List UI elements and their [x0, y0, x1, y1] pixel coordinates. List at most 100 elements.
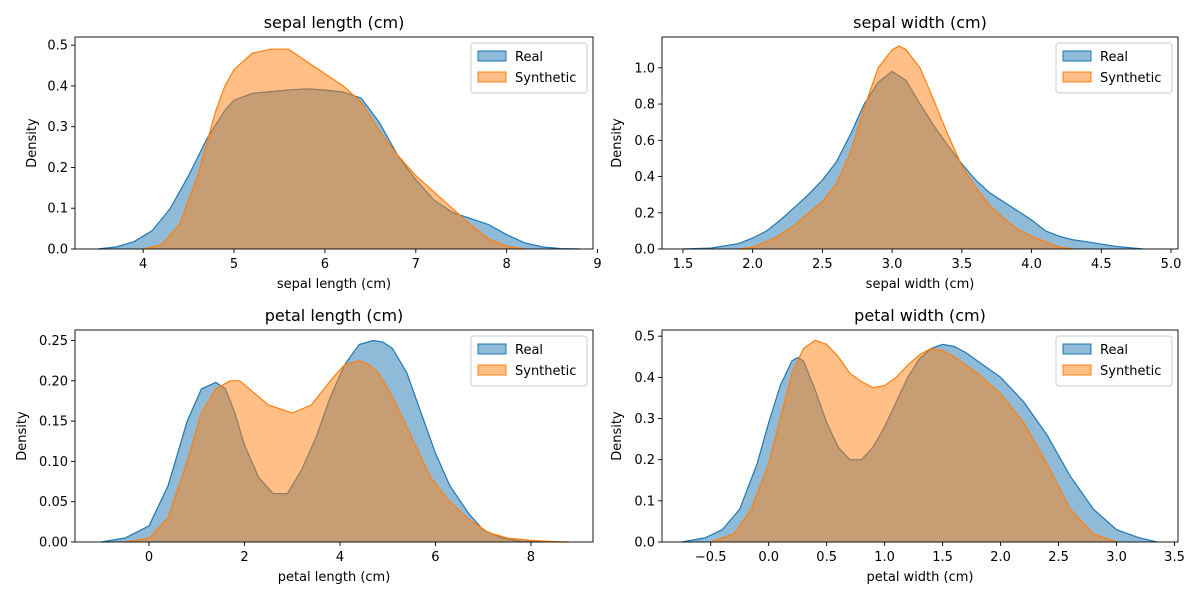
x-tick-label: 3.0 [1106, 550, 1127, 565]
x-tick-label: 6 [431, 550, 439, 565]
x-axis-label: petal width (cm) [867, 570, 974, 585]
y-axis-label: Density [610, 118, 625, 168]
subplot-title: petal width (cm) [854, 306, 986, 325]
density-line-synthetic [143, 48, 525, 250]
y-tick-label: 0.5 [47, 39, 68, 54]
y-axis-label: Density [610, 411, 625, 461]
y-tick-label: 0.4 [634, 170, 655, 185]
x-tick-label: 1.5 [932, 550, 953, 565]
y-tick-label: 0.2 [634, 453, 655, 468]
x-tick-label: 8 [503, 257, 511, 272]
legend: Real Synthetic [1055, 335, 1173, 387]
legend-swatch-synthetic [477, 364, 507, 376]
y-tick-label: 0.5 [634, 330, 655, 345]
legend-label-real: Real [1100, 343, 1128, 358]
x-axis-label: petal length (cm) [278, 570, 391, 585]
axes-frame [661, 36, 1179, 250]
density-area-synthetic [143, 49, 525, 250]
x-tick-label: 2.0 [990, 550, 1011, 565]
y-axis-label: Density [25, 118, 40, 168]
subplot-title: sepal width (cm) [853, 13, 987, 32]
density-line-synthetic [125, 359, 570, 543]
legend-swatch-real [477, 50, 507, 62]
subplot-4: −0.5 0.0 0.5 1.0 1.5 2.0 2.5 3.0 3.5 0.0 0.1 0.2 0.3… [610, 306, 1185, 585]
legend: Real Synthetic [470, 335, 588, 387]
x-tick-label: 7 [412, 257, 420, 272]
legend-swatch-synthetic [477, 71, 507, 83]
y-tick-label: 0.05 [39, 495, 68, 510]
y-tick-label: 0.25 [39, 334, 68, 349]
y-tick-label: 0.4 [47, 79, 68, 94]
y-tick-label: 0.15 [39, 415, 68, 430]
y-tick-label: 0.10 [39, 455, 68, 470]
y-tick-label: 0.00 [39, 536, 68, 551]
x-axis-label: sepal width (cm) [866, 277, 975, 292]
x-tick-label: 9 [593, 257, 601, 272]
legend-swatch-synthetic [1062, 364, 1092, 376]
legend: Real Synthetic [1055, 42, 1173, 94]
subplot-3: 0 2 4 6 8 0.00 0.05 0.10 0.15 0.20 0.25 petal lengt… [15, 306, 594, 585]
y-tick-label: 0.8 [634, 98, 655, 113]
y-axis-label: Density [15, 411, 30, 461]
legend-label-synthetic: Synthetic [515, 71, 576, 86]
y-tick-label: 0.1 [47, 202, 68, 217]
axes-frame [74, 329, 594, 543]
x-tick-label: 3.5 [1164, 550, 1185, 565]
density-area-synthetic [710, 340, 1117, 542]
legend-label-synthetic: Synthetic [1100, 364, 1161, 379]
x-tick-label: 5 [230, 257, 238, 272]
y-tick-label: 0.3 [47, 120, 68, 135]
subplot-2: 1.5 2.0 2.5 3.0 3.5 4.0 4.5 5.0 0.0 0.2 0.4 0.6 0.8 1… [610, 13, 1181, 292]
y-tick-label: 0.3 [634, 412, 655, 427]
legend-swatch-real [1062, 343, 1092, 355]
x-tick-label: 1.0 [874, 550, 895, 565]
x-tick-label: 4.0 [1021, 257, 1042, 272]
y-tick-label: 0.6 [634, 134, 655, 149]
x-tick-label: 0 [145, 550, 153, 565]
x-tick-label: 4 [336, 550, 344, 565]
x-tick-label: 2 [240, 550, 248, 565]
density-line-synthetic [710, 339, 1117, 543]
y-tick-label: 0.0 [634, 243, 655, 258]
y-tick-label: 0.2 [47, 161, 68, 176]
x-tick-label: 4.5 [1091, 257, 1112, 272]
x-tick-label: 2.5 [812, 257, 833, 272]
legend-label-real: Real [1100, 50, 1128, 65]
legend-swatch-real [477, 343, 507, 355]
x-tick-label: 3.0 [882, 257, 903, 272]
y-tick-label: 0.20 [39, 374, 68, 389]
x-tick-label: 1.5 [673, 257, 694, 272]
subplot-title: petal length (cm) [265, 306, 404, 325]
subplot-1: 4 5 6 7 8 9 0.0 0.1 0.2 0.3 0.4 0.5 sepal length (cm… [25, 13, 602, 292]
y-tick-label: 0.0 [47, 243, 68, 258]
density-line-synthetic [738, 45, 1074, 250]
x-tick-label: 5.0 [1161, 257, 1182, 272]
legend-swatch-synthetic [1062, 71, 1092, 83]
x-tick-label: 2.5 [1048, 550, 1069, 565]
x-tick-label: 4 [139, 257, 147, 272]
legend-swatch-real [1062, 50, 1092, 62]
y-tick-label: 0.0 [634, 536, 655, 551]
x-tick-label: 2.0 [742, 257, 763, 272]
legend-label-synthetic: Synthetic [515, 364, 576, 379]
x-tick-label: 6 [321, 257, 329, 272]
legend: Real Synthetic [470, 42, 588, 94]
y-tick-label: 1.0 [634, 61, 655, 76]
x-tick-label: 3.5 [951, 257, 972, 272]
y-tick-label: 0.4 [634, 371, 655, 386]
x-axis-label: sepal length (cm) [277, 277, 391, 292]
density-area-synthetic [125, 360, 570, 542]
x-tick-label: −0.5 [695, 550, 727, 565]
x-tick-label: 0.0 [758, 550, 779, 565]
legend-label-synthetic: Synthetic [1100, 71, 1161, 86]
axes-frame [661, 329, 1179, 543]
x-tick-label: 8 [527, 550, 535, 565]
subplot-title: sepal length (cm) [264, 13, 405, 32]
y-tick-label: 0.2 [634, 206, 655, 221]
x-tick-label: 0.5 [816, 550, 837, 565]
legend-label-real: Real [515, 50, 543, 65]
legend-label-real: Real [515, 343, 543, 358]
y-tick-label: 0.1 [634, 494, 655, 509]
axes-frame [74, 36, 594, 250]
